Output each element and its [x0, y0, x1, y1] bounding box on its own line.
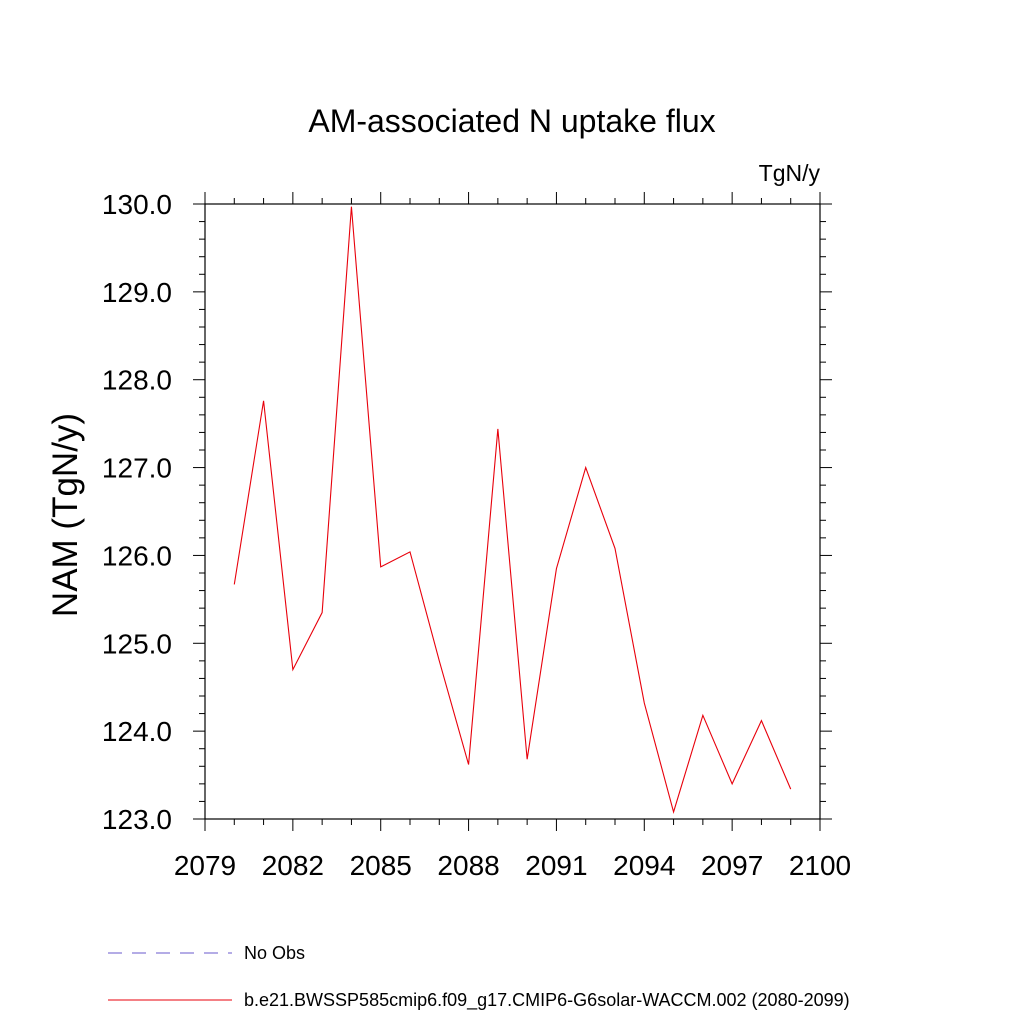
- y-tick-label: 124.0: [102, 716, 172, 747]
- series-line: [233, 206, 792, 814]
- plot-frame: [204, 203, 821, 820]
- x-tick-label: 2094: [613, 850, 675, 881]
- chart-title: AM-associated N uptake flux: [308, 103, 715, 139]
- x-tick-label: 2088: [437, 850, 499, 881]
- y-tick-label: 128.0: [102, 365, 172, 396]
- y-tick-label: 127.0: [102, 453, 172, 484]
- x-tick-label: 2082: [262, 850, 324, 881]
- series-lines: [233, 206, 792, 814]
- y-tick-label: 130.0: [102, 189, 172, 220]
- x-tick-label: 2091: [525, 850, 587, 881]
- plot-border: [204, 203, 821, 820]
- legend-label-model: b.e21.BWSSP585cmip6.f09_g17.CMIP6-G6sola…: [244, 990, 850, 1011]
- x-tick-label: 2100: [789, 850, 851, 881]
- axis-ticks: [193, 192, 832, 831]
- units-label: TgN/y: [759, 160, 821, 186]
- tick-labels: 2079 2082 2085 2088 2091 2094 2097 2100 123.0 124…: [102, 189, 851, 881]
- y-axis-label: NAM (TgN/y): [46, 413, 85, 617]
- x-tick-label: 2097: [701, 850, 763, 881]
- y-tick-label: 129.0: [102, 277, 172, 308]
- y-tick-label: 126.0: [102, 540, 172, 571]
- legend-label-no-obs: No Obs: [244, 943, 305, 963]
- x-tick-label: 2085: [350, 850, 412, 881]
- legend: No Obs b.e21.BWSSP585cmip6.f09_g17.CMIP6…: [108, 943, 850, 1011]
- y-tick-label: 123.0: [102, 804, 172, 835]
- x-tick-label: 2079: [174, 850, 236, 881]
- y-tick-label: 125.0: [102, 628, 172, 659]
